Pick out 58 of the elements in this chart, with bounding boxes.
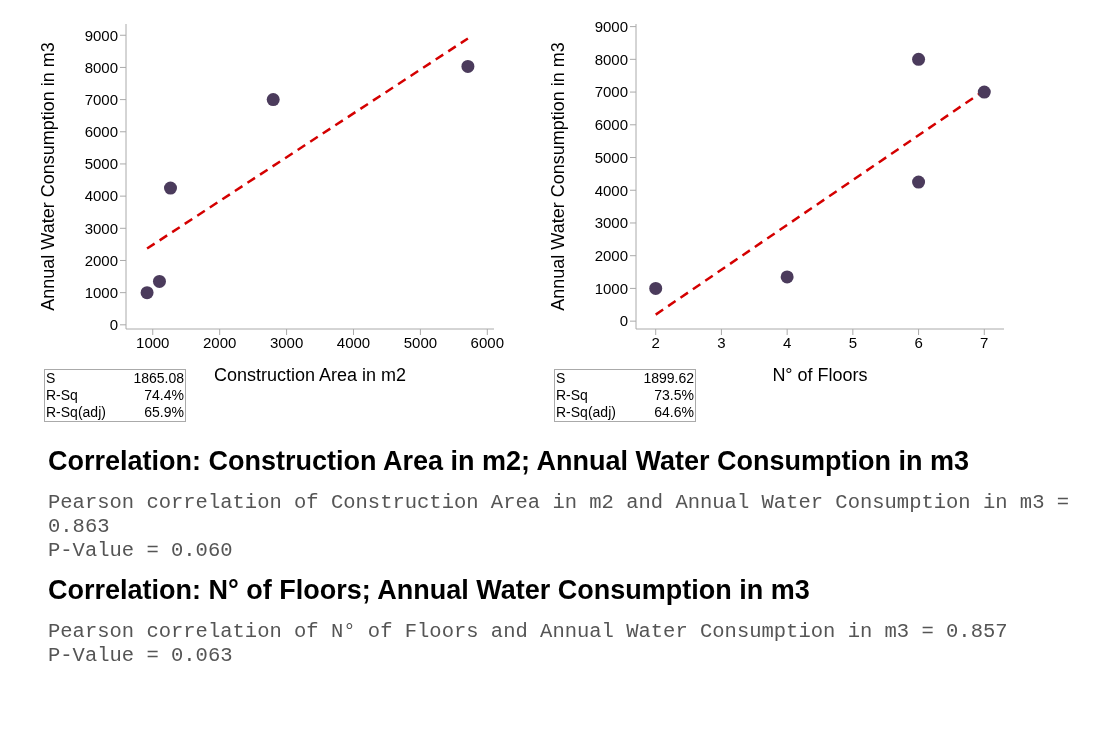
text: S 1899.62 [556,370,694,386]
text: R-Sq 73.5% [556,387,694,403]
x-tick-label: 4 [782,333,792,351]
text: P-Value = 0.063 [48,644,234,668]
y-tick-label: 4000 [84,187,118,205]
point [461,59,475,73]
y-tick-label: 1000 [84,283,118,301]
x-tick-label: 3000 [269,333,304,351]
y-tick-label: 9000 [84,26,118,44]
x-tick-label: 3 [717,333,726,351]
x-tick-label: 2000 [202,333,237,351]
x-tick-label: 1000 [136,333,170,351]
point [649,281,663,295]
y-tick-label: 1000 [594,279,628,297]
y-axis-title: Annual Water Consumption in m3 [548,42,569,311]
y-tick-label: 7000 [84,90,118,108]
point [152,274,166,288]
y-tick-label: 3000 [594,214,628,232]
point [780,270,794,284]
text: Pearson correlation of Construction Area in m2 and Annual Water Consumption in m3 = 0.863 [48,491,1071,539]
y-tick-label: 8000 [594,50,628,68]
y-tick-label: 0 [109,316,118,334]
y-tick-label: 6000 [84,123,118,141]
y-tick-label: 6000 [594,116,628,134]
y-tick-label: 0 [619,312,628,330]
text: R-Sq(adj) 64.6% [556,404,694,420]
text: R-Sq 74.4% [46,387,184,403]
point [266,93,280,107]
point [912,175,926,189]
point [912,52,926,66]
text: P-Value = 0.060 [48,539,234,563]
y-tick-label: 3000 [84,219,118,237]
x-tick-label: 5000 [403,333,438,351]
y-tick-label: 7000 [594,83,628,101]
text: Correlation: Construction Area in m2; Annual Water Consumption in m3 [48,446,971,477]
text: S 1865.08 [46,370,184,386]
text: Correlation: N° of Floors; Annual Water Consumption in m3 [48,575,811,606]
y-tick-label: 5000 [84,155,118,173]
text: Pearson correlation of N° of Floors and Annual Water Consumption in m3 = 0.857 [48,620,1009,644]
x-tick-label: 5 [848,333,858,351]
x-axis-title: N° of Floors [772,365,868,385]
x-tick-label: 7 [980,333,989,351]
x-axis-title: Construction Area in m2 [213,365,407,385]
x-tick-label: 2 [651,333,660,351]
x-tick-label: 4000 [336,333,371,351]
y-tick-label: 8000 [84,58,118,76]
point [164,181,177,195]
y-tick-label: 2000 [594,247,628,265]
point [140,286,154,300]
y-tick-label: 4000 [594,181,628,199]
y-tick-label: 9000 [594,17,628,35]
y-tick-label: 5000 [594,148,628,166]
text: R-Sq(adj) 65.9% [46,404,184,420]
y-axis-title: Annual Water Consumption in m3 [38,42,59,311]
x-tick-label: 6 [914,333,923,351]
y-tick-label: 2000 [84,251,118,269]
point [977,85,991,99]
x-tick-label: 6000 [470,333,504,351]
